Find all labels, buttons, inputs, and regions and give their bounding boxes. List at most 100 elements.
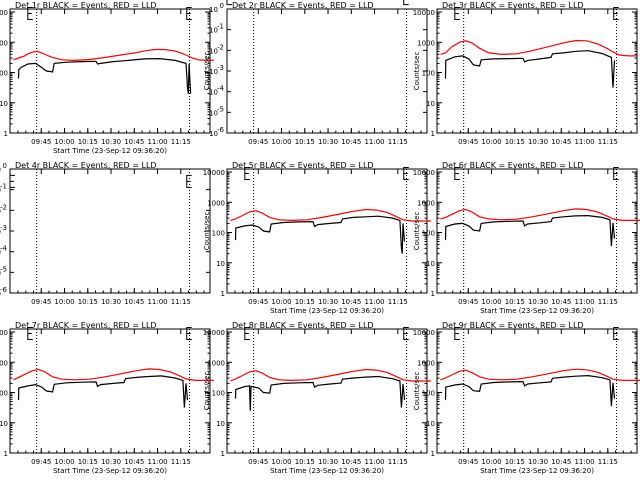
panel-3-marker: [613, 7, 619, 21]
panel-4-marker: [9, 174, 15, 188]
panel-8-title: Det 8r BLACK = Events, RED = LLD: [232, 321, 374, 330]
panel-5-xtick-label: 10:30: [318, 298, 338, 306]
panel-5-ytick-label: 10000: [203, 169, 225, 177]
panel-6-xtick-label: 10:30: [528, 298, 548, 306]
panel-7-marker: [186, 327, 192, 341]
panel-2-ytick-label: 10: [209, 68, 218, 76]
panel-9-ytick-label: 100: [422, 390, 435, 398]
panel-4-ytick-exp: -1: [0, 183, 7, 191]
panel-7-xtick-label: 10:00: [54, 458, 74, 466]
panel-2-ytick-exp: 0: [220, 2, 224, 10]
panel-6-ytick-label: 1: [431, 290, 435, 298]
panel-1-xlabel: Start Time (23-Sep-12 09:36:20): [53, 147, 167, 155]
panel-7-xtick-label: 11:15: [171, 458, 191, 466]
panel-2-xtick-label: 10:15: [295, 138, 315, 146]
panel-8-xtick-label: 11:15: [388, 458, 408, 466]
panel-7-ytick-label: 1000: [0, 359, 8, 367]
panel-2-ytick-exp: -5: [217, 105, 224, 113]
panel-4-xtick-label: 11:15: [171, 298, 191, 306]
panel-5-marker: [403, 167, 409, 181]
panel-8-frame: [226, 328, 428, 454]
panel-2-ytick-label: 10: [209, 109, 218, 117]
panel-8-series-lld: [230, 368, 431, 382]
panel-4-xtick-label: 10:00: [54, 298, 74, 306]
panel-9-ytick-label: 10: [426, 420, 435, 428]
panel-5-xtick-label: 09:45: [248, 298, 268, 306]
panel-7-xtick-label: 10:30: [101, 458, 121, 466]
panel-5-series-lld: [230, 208, 431, 222]
panel-1-ytick-label: 10: [0, 100, 8, 108]
panel-3-ytick-label: 10: [426, 100, 435, 108]
panel-6-ytick-label: 100: [422, 230, 435, 238]
panel-5-ytick-label: 10: [216, 260, 225, 268]
panel-4-ytick-label: 10: [0, 269, 1, 277]
panel-1-xtick-label: 11:00: [147, 138, 167, 146]
panel-8-xtick-label: 10:15: [295, 458, 315, 466]
panel-4-ytick-label: 10: [0, 187, 1, 195]
panel-7-ytick-label: 10000: [0, 329, 8, 337]
panel-4-ytick-exp: -5: [0, 265, 7, 273]
panel-9-series-events: [444, 374, 616, 407]
panel-6-title: Det 6r BLACK = Events, RED = LLD: [442, 161, 584, 170]
panel-6-xtick-label: 10:15: [505, 298, 525, 306]
panel-9-xtick-label: 11:00: [574, 458, 594, 466]
panel-8-series-events: [234, 375, 406, 411]
panel-5-ytick-label: 1000: [207, 199, 225, 207]
panel-3-xtick-label: 10:30: [528, 138, 548, 146]
panel-3-ytick-label: 10000: [413, 9, 435, 17]
panel-6-xtick-label: 11:15: [598, 298, 618, 306]
panel-1-xtick-label: 10:15: [78, 138, 98, 146]
panel-9-ytick-label: 1000: [417, 359, 435, 367]
panel-7-xtick-label: 11:00: [147, 458, 167, 466]
panel-2-title: Det 2r BLACK = Events, RED = LLD: [232, 1, 374, 10]
panel-8-ytick-label: 100: [212, 390, 225, 398]
panel-2-xtick-label: 10:30: [318, 138, 338, 146]
panel-5-marker: [244, 167, 250, 181]
panel-1-xtick-label: 11:15: [171, 138, 191, 146]
panel-6-series-lld: [440, 208, 640, 221]
panel-2-ytick-exp: -2: [217, 43, 224, 51]
panel-3-xtick-label: 11:15: [598, 138, 618, 146]
panel-8-xtick-label: 10:45: [341, 458, 361, 466]
panel-5-ytick-label: 100: [212, 230, 225, 238]
panel-7-frame: [9, 328, 211, 454]
panel-5-xtick-label: 10:15: [295, 298, 315, 306]
panel-5-ylabel: Counts/sec: [203, 212, 211, 251]
panel-8-ytick-label: 10000: [203, 329, 225, 337]
panel-9-ylabel: Counts/sec: [413, 372, 421, 411]
panel-8-marker: [244, 327, 250, 341]
panel-3-xtick-label: 11:00: [574, 138, 594, 146]
panel-4-ytick-exp: -6: [0, 286, 8, 294]
panel-8-xtick-label: 09:45: [248, 458, 268, 466]
panel-8-ylabel: Counts/sec: [203, 372, 211, 411]
panel-9-xtick-label: 10:00: [481, 458, 501, 466]
panel-6-xtick-label: 10:45: [551, 298, 571, 306]
panel-6-xtick-label: 10:00: [481, 298, 501, 306]
panel-2-frame: [226, 8, 428, 134]
panel-9-xtick-label: 10:15: [505, 458, 525, 466]
panel-7-title: Det 7r BLACK = Events, RED = LLD: [15, 321, 157, 330]
panel-4-ytick-label: 10: [0, 207, 1, 215]
panel-4-ytick-exp: -3: [0, 224, 7, 232]
panel-3-ytick-label: 1: [431, 130, 435, 138]
panel-9-ytick-label: 1: [431, 450, 435, 458]
panel-7-xtick-label: 10:45: [124, 458, 144, 466]
panel-6-marker: [454, 167, 460, 181]
panel-2-ytick-exp: -3: [217, 64, 224, 72]
panel-6-ytick-label: 1000: [417, 199, 435, 207]
panel-2-ytick-label: 10: [209, 27, 218, 35]
panel-2-xtick-label: 10:45: [341, 138, 361, 146]
panel-1-xtick-label: 10:30: [101, 138, 121, 146]
panel-5-xtick-label: 10:00: [271, 298, 291, 306]
panel-6-ytick-label: 10: [426, 260, 435, 268]
panel-3-ylabel: Counts/sec: [413, 52, 421, 91]
panel-4-xtick-label: 11:00: [147, 298, 167, 306]
panel-4-ytick-exp: -4: [0, 245, 8, 253]
panel-3-series-lld: [440, 39, 638, 57]
panel-4-xtick-label: 10:30: [101, 298, 121, 306]
panel-1-ytick-label: 100: [0, 70, 8, 78]
panel-2-xtick-label: 11:00: [364, 138, 384, 146]
panel-5-xtick-label: 11:00: [364, 298, 384, 306]
panel-2-ytick-label: 10: [209, 47, 218, 55]
panel-9-xtick-label: 10:45: [551, 458, 571, 466]
